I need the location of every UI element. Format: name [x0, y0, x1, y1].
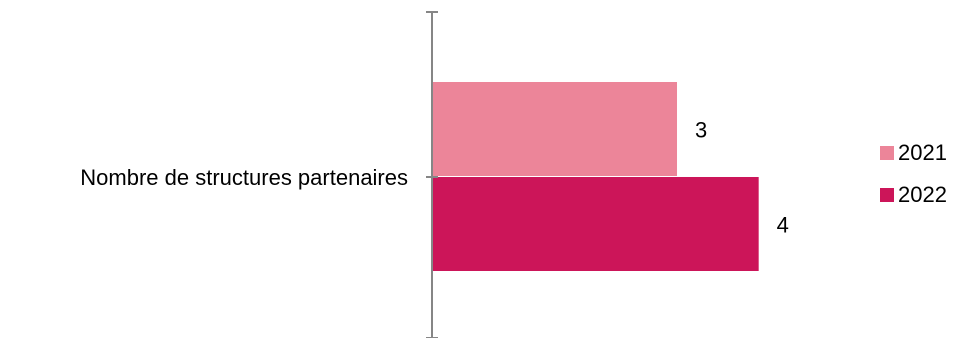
- legend-item-2021: 2021: [880, 140, 947, 165]
- legend-swatch: [880, 146, 894, 160]
- plot-area: 3 4 Nombre de structures partenaires: [80, 11, 789, 338]
- legend-label: 2021: [898, 140, 947, 165]
- category-label: Nombre de structures partenaires: [80, 165, 408, 190]
- legend-swatch: [880, 188, 894, 202]
- bar-2022: [432, 177, 759, 271]
- legend-item-2022: 2022: [880, 182, 947, 207]
- legend: 2021 2022: [880, 140, 947, 226]
- data-label-2021: 3: [695, 118, 707, 143]
- legend-label: 2022: [898, 182, 947, 207]
- data-label-2022: 4: [777, 213, 789, 238]
- bar-2021: [432, 82, 678, 176]
